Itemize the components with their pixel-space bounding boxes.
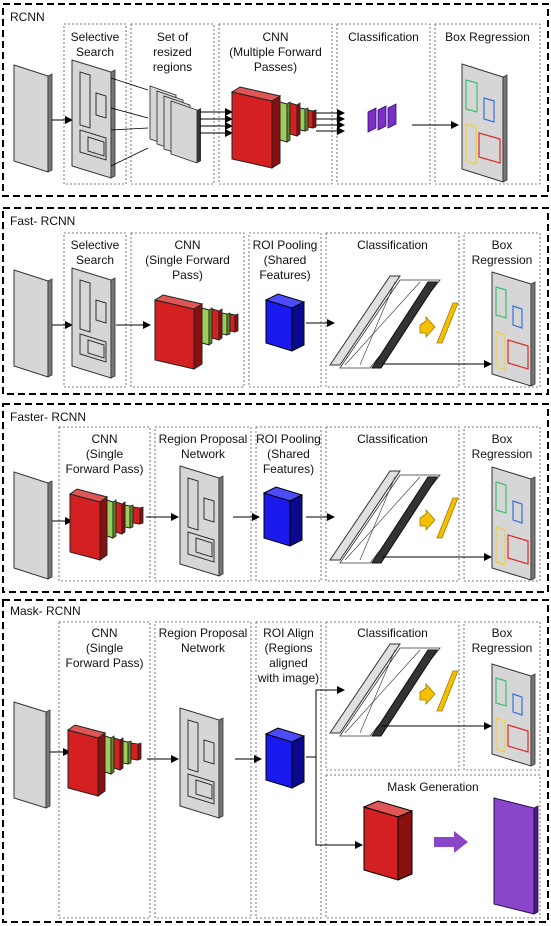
stage-label-box-regression: Box Regression	[471, 238, 533, 267]
box-regression-image-mask	[491, 663, 536, 767]
classification-fc-fast	[329, 275, 459, 369]
roi-pooling-block-faster	[262, 486, 304, 547]
section-title-faster-rcnn: Faster- RCNN	[10, 410, 87, 424]
stage-box-faster-1	[58, 426, 151, 582]
stage-box-mask-6	[325, 774, 541, 919]
classification-vectors-rcnn	[367, 103, 397, 133]
mask-generation-red-block	[362, 800, 414, 881]
stage-label-cnn-single: CNN (Single Forward Pass)	[65, 432, 144, 476]
input-image-rcnn	[13, 64, 53, 173]
box-regression-image-rcnn	[461, 63, 508, 183]
roi-align-block-mask	[264, 727, 306, 789]
stage-label-classification: Classification	[348, 30, 419, 44]
mask-output-purple-plane	[493, 797, 539, 915]
stage-box-faster-5	[463, 426, 541, 582]
stage-label-classification: Classification	[357, 238, 428, 252]
stage-label-rpn: Region Proposal Network	[158, 626, 248, 655]
mask-generation-purple-arrow	[434, 831, 468, 853]
input-image-faster	[13, 471, 53, 580]
stage-label-roi-pooling: ROI Pooling (Shared Features)	[252, 238, 318, 282]
stage-label-classification: Classification	[357, 432, 428, 446]
stage-label-cnn-single: CNN (Single Forward Pass)	[65, 626, 144, 670]
selective-search-image-fast	[71, 267, 116, 379]
section-title-rcnn: RCNN	[10, 10, 45, 24]
stage-box-faster-3	[255, 426, 322, 582]
stage-label-classification: Classification	[357, 626, 428, 640]
stage-box-mask-3	[255, 621, 322, 919]
section-frame-rcnn	[2, 3, 549, 197]
classification-fc-faster	[329, 470, 459, 564]
stage-box-rcnn-1	[63, 23, 127, 185]
section-title-mask-rcnn: Mask- RCNN	[10, 604, 81, 618]
stage-box-fast-2	[130, 232, 245, 388]
stage-label-rpn: Region Proposal Network	[158, 432, 248, 461]
stage-label-mask-generation: Mask Generation	[387, 780, 479, 794]
stage-label-selective-search: Selective Search	[70, 30, 120, 59]
rpn-image-mask	[179, 707, 224, 819]
cnn-stack-faster	[68, 488, 144, 561]
box-regression-image-faster	[491, 466, 536, 581]
section-frame-mask-rcnn	[2, 599, 549, 923]
stage-label-box-regression: Box Regression	[471, 432, 533, 461]
stage-label-box-regression: Box Regression	[471, 626, 533, 655]
stage-box-fast-5	[463, 232, 541, 388]
cnn-stack-fast	[153, 294, 239, 370]
section-title-fast-rcnn: Fast- RCNN	[10, 214, 76, 228]
stage-box-faster-2	[154, 426, 252, 582]
stage-box-fast-3	[248, 232, 322, 388]
stage-label-roi-align: ROI Align (Regions aligned with image)	[257, 626, 320, 685]
stage-box-mask-4	[325, 621, 460, 771]
cnn-stack-mask	[66, 724, 142, 797]
stage-label-roi-pooling: ROI Pooling (Shared Features)	[256, 432, 321, 476]
box-regression-image-fast	[491, 271, 536, 387]
stage-label-resized-regions: Set of resized regions	[152, 30, 193, 74]
stage-label-cnn-multiple: CNN (Multiple Forward Passes)	[229, 30, 322, 74]
section-frame-faster-rcnn	[2, 403, 549, 593]
stage-box-fast-4	[325, 232, 460, 388]
stage-box-mask-5	[463, 621, 541, 771]
section-frame-fast-rcnn	[2, 207, 549, 395]
resized-regions-stack	[149, 85, 201, 164]
stage-label-cnn-single: CNN (Single Forward Pass)	[145, 238, 230, 282]
rpn-image-faster	[179, 465, 224, 577]
stage-box-rcnn-3	[218, 23, 333, 185]
stage-box-rcnn-5	[434, 23, 541, 185]
stage-box-mask-1	[58, 621, 151, 919]
selective-search-image-rcnn	[71, 59, 116, 179]
input-image-fast	[13, 269, 53, 378]
cnn-stack-rcnn	[230, 86, 317, 169]
roi-pooling-block-fast	[264, 293, 306, 352]
classification-fc-mask	[329, 643, 459, 737]
stage-label-box-regression: Box Regression	[445, 30, 530, 44]
input-image-mask	[13, 701, 51, 809]
stage-box-faster-4	[325, 426, 460, 582]
stage-box-rcnn-4	[336, 23, 431, 185]
stage-label-selective-search: Selective Search	[70, 238, 120, 267]
stage-box-mask-2	[154, 621, 252, 919]
stage-box-rcnn-2	[130, 23, 215, 185]
